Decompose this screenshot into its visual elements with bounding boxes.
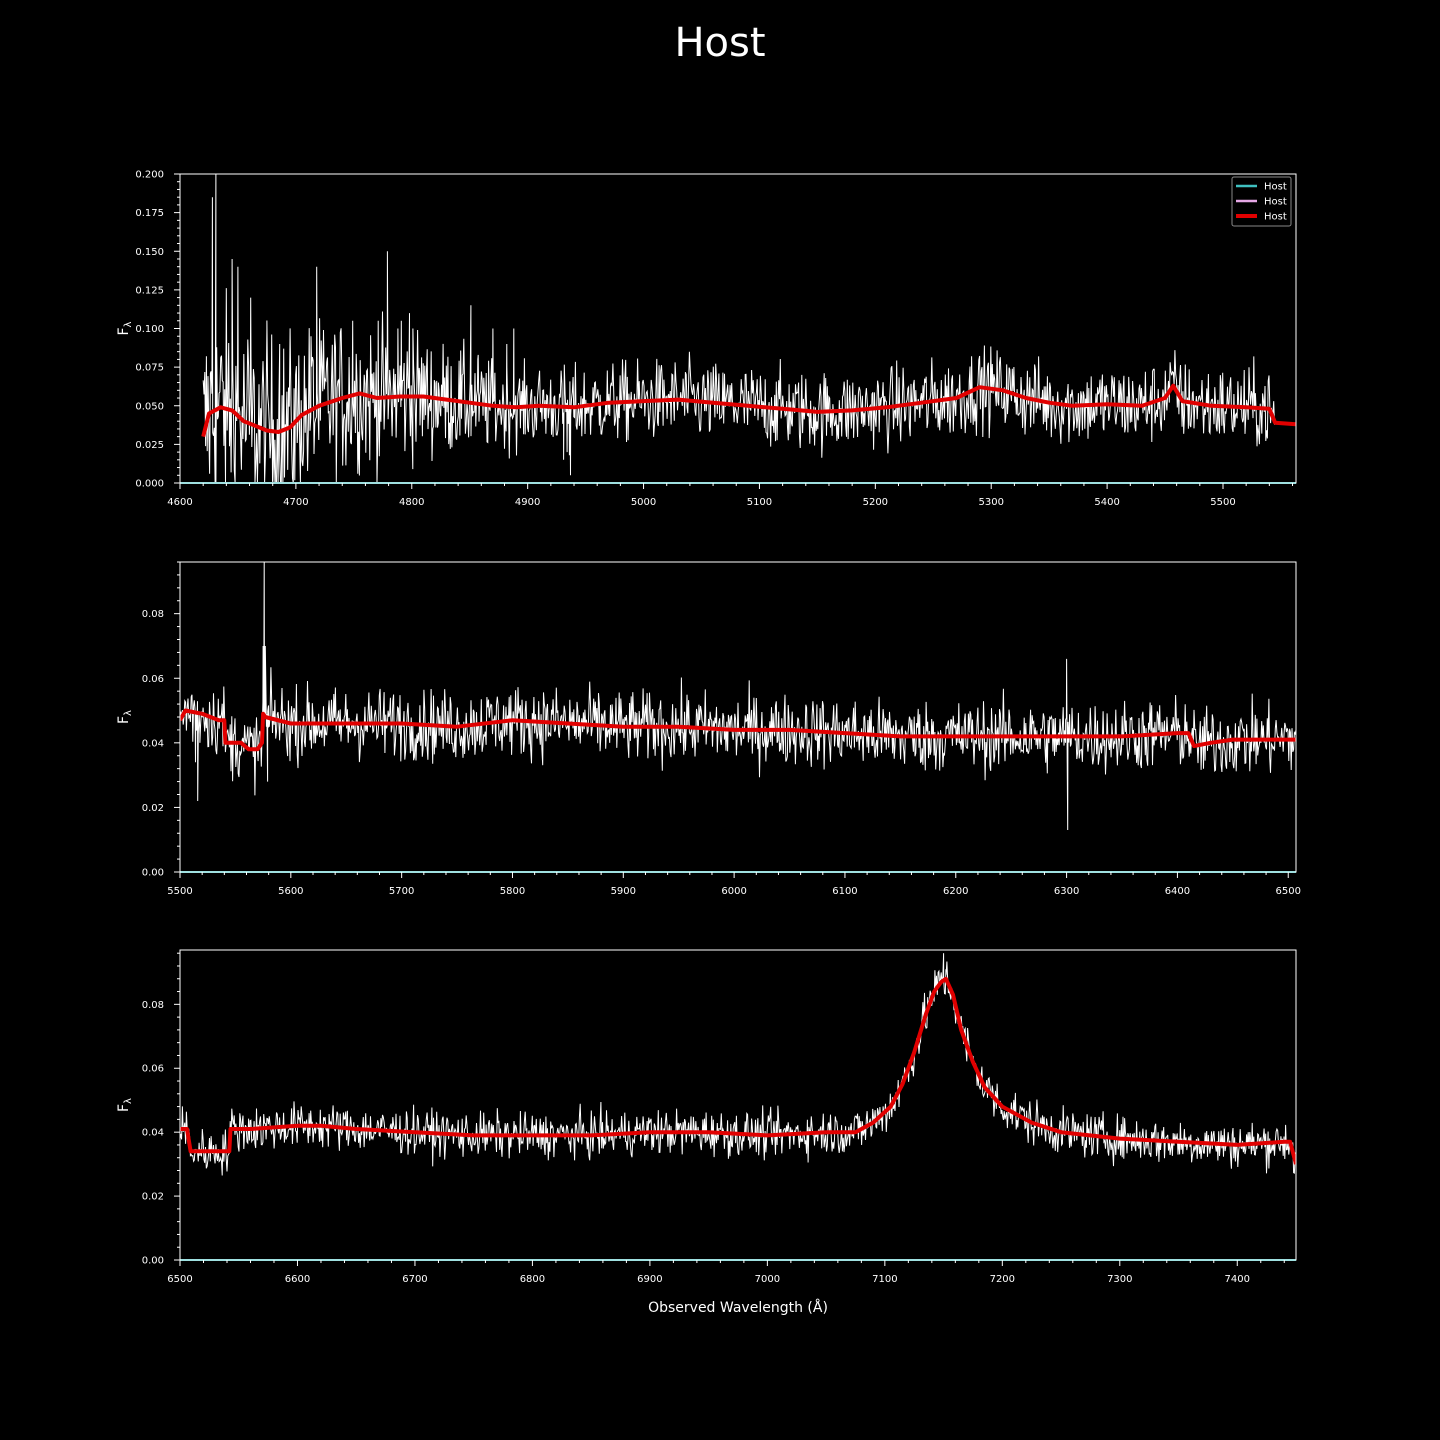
y-tick-label: 0.08 (142, 609, 164, 620)
figure-title: Host (674, 20, 766, 66)
y-tick-label: 0.100 (135, 324, 164, 335)
x-tick-label: 6000 (721, 886, 746, 897)
x-tick-label: 5000 (631, 497, 656, 508)
y-tick-label: 0.04 (142, 1128, 164, 1139)
x-tick-label: 7400 (1225, 1274, 1250, 1285)
x-tick-label: 5200 (863, 497, 888, 508)
y-tick-label: 0.02 (142, 1192, 164, 1203)
y-tick-label: 0.04 (142, 738, 164, 749)
x-tick-label: 5500 (1210, 497, 1235, 508)
axes-frame (179, 173, 1297, 484)
x-tick-label: 4600 (167, 497, 192, 508)
y-tick-label: 0.08 (142, 1000, 164, 1011)
y-tick-label: 0.02 (142, 803, 164, 814)
observed-spectrum (180, 562, 1296, 831)
y-tick-label: 0.00 (142, 868, 164, 879)
legend-label: Host (1264, 212, 1287, 223)
legend: Host Host Host (1231, 176, 1292, 227)
panel-1: 4600 4700 4800 4900 5000 5100 5200 5300 5400 5500… (116, 170, 1297, 508)
x-tick-label: 5100 (747, 497, 772, 508)
model-spectrum (180, 708, 1296, 752)
y-axis-label-subscript: λ (123, 1098, 134, 1104)
x-tick-label: 6400 (1165, 886, 1190, 897)
y-tick-label: 0.025 (135, 440, 164, 451)
x-tick-label: 6600 (285, 1274, 310, 1285)
y-tick-label: 0.06 (142, 674, 164, 685)
y-axis-label: Fλ (116, 710, 134, 724)
y-axis-label: Fλ (116, 1098, 134, 1112)
x-tick-label: 6300 (1054, 886, 1079, 897)
x-tick-label: 6900 (637, 1274, 662, 1285)
observed-spectrum (202, 174, 1275, 483)
x-tick-label: 6200 (943, 886, 968, 897)
x-tick-label: 5800 (500, 886, 525, 897)
axes-frame (179, 949, 1297, 1261)
y-tick-label: 0.000 (135, 479, 164, 490)
y-tick-label: 0.075 (135, 363, 164, 374)
x-axis-label: Observed Wavelength (Å) (648, 1299, 828, 1316)
x-tick-label: 6100 (832, 886, 857, 897)
x-tick-label: 7000 (755, 1274, 780, 1285)
model-spectrum (180, 976, 1296, 1165)
y-tick-label: 0.050 (135, 401, 164, 412)
observed-spectrum (180, 953, 1296, 1176)
y-tick-label: 0.00 (142, 1256, 164, 1267)
x-tick-label: 6500 (1276, 886, 1301, 897)
x-tick-label: 5500 (167, 886, 192, 897)
x-tick-label: 7200 (990, 1274, 1015, 1285)
legend-label: Host (1264, 197, 1287, 208)
panel-2: 5500 5600 5700 5800 5900 6000 6100 6200 6300 6400… (116, 561, 1301, 897)
x-tick-label: 4800 (399, 497, 424, 508)
y-axis-label-subscript: λ (123, 321, 134, 327)
y-tick-label: 0.200 (135, 170, 164, 181)
y-tick-label: 0.125 (135, 285, 164, 296)
y-tick-label: 0.175 (135, 208, 164, 219)
model-spectrum (201, 383, 1296, 438)
y-axis-label: Fλ (116, 321, 134, 335)
panel-3: 6500 6600 6700 6800 6900 7000 7100 7200 7300 7400… (116, 949, 1297, 1316)
x-tick-label: 4900 (515, 497, 540, 508)
x-tick-label: 5400 (1094, 497, 1119, 508)
x-tick-label: 7300 (1107, 1274, 1132, 1285)
x-tick-label: 6800 (520, 1274, 545, 1285)
x-tick-label: 5300 (978, 497, 1003, 508)
y-axis-label-subscript: λ (123, 710, 134, 716)
x-tick-label: 5600 (278, 886, 303, 897)
x-tick-label: 5900 (611, 886, 636, 897)
x-tick-label: 5700 (389, 886, 414, 897)
x-tick-label: 6500 (167, 1274, 192, 1285)
y-tick-label: 0.06 (142, 1064, 164, 1075)
x-tick-label: 7100 (872, 1274, 897, 1285)
y-tick-label: 0.150 (135, 247, 164, 258)
x-tick-label: 6700 (402, 1274, 427, 1285)
x-tick-label: 4700 (283, 497, 308, 508)
legend-label: Host (1264, 182, 1287, 193)
legend-box (1231, 176, 1292, 227)
